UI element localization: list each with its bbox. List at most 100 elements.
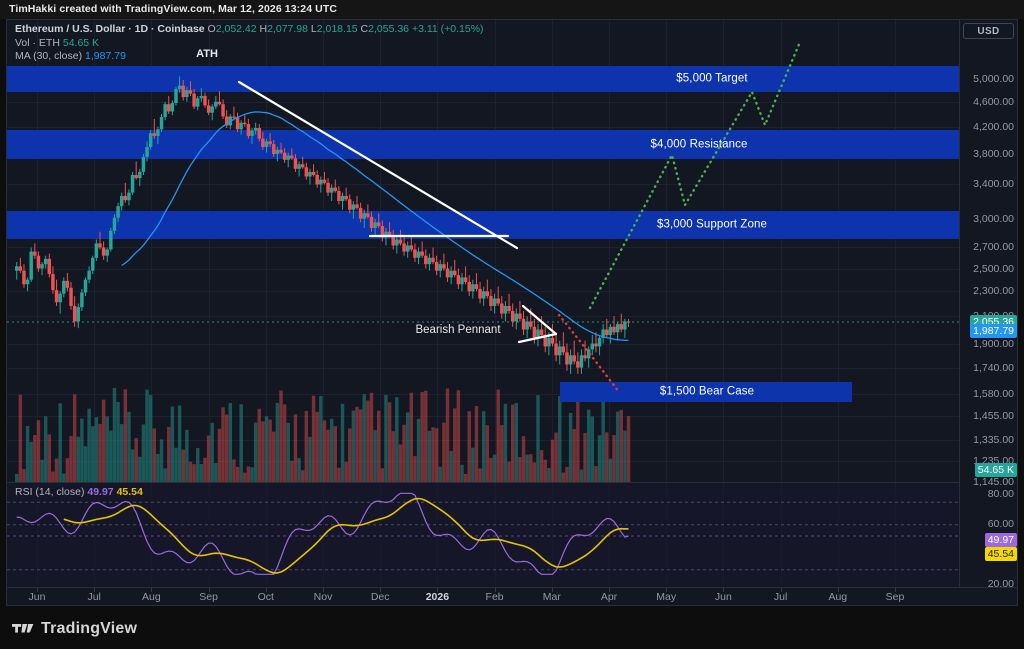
time-axis-label: Jul: [773, 591, 788, 603]
price-tick-label: 4,600.00: [973, 95, 1014, 108]
time-axis-label: Aug: [828, 591, 848, 603]
time-axis-tick: [609, 588, 610, 592]
candlestick-series: [7, 76, 959, 374]
time-axis-label: Aug: [142, 591, 161, 603]
price-tick-label: 1,740.00: [973, 361, 1014, 374]
rsi-tick-label: 80.00: [987, 488, 1014, 500]
legend-volume-title[interactable]: Vol · ETH: [15, 36, 60, 49]
time-axis-label: Mar: [542, 591, 561, 603]
legend-close-value: 2,055.36: [368, 23, 410, 35]
price-zone-band[interactable]: [7, 66, 959, 92]
grid-line-vertical: [380, 20, 381, 587]
grid-line-horizontal: [7, 127, 959, 128]
grid-line-vertical: [609, 20, 610, 587]
legend-volume-value: 54.65 K: [62, 36, 100, 49]
legend-close-key: C: [360, 23, 369, 35]
rsi-tick-label: 60.00: [987, 518, 1014, 530]
legend-high-key: H: [259, 23, 268, 35]
grid-line-horizontal: [7, 416, 959, 417]
rsi-legend-value-a: 49.97: [87, 486, 114, 498]
time-axis-label: Dec: [370, 591, 390, 603]
time-axis-label: Jun: [28, 591, 46, 603]
time-axis-tick: [781, 588, 782, 592]
price-tick-label: 1,900.00: [973, 337, 1014, 350]
time-axis-tick: [895, 588, 896, 592]
price-scale-tag: 1,987.79: [970, 324, 1017, 339]
grid-line-horizontal: [7, 247, 959, 248]
price-zone-band[interactable]: [7, 211, 959, 239]
price-tick-label: 5,000.00: [973, 73, 1014, 85]
rsi-legend-title[interactable]: RSI (14, close): [15, 486, 85, 498]
chart-legend: Ethereum / U.S. Dollar · 1D · Coinbase O…: [15, 23, 484, 64]
price-zone-band[interactable]: [560, 382, 852, 402]
legend-ma-title[interactable]: MA (30, close): [15, 50, 83, 62]
tradingview-logo[interactable]: TradingView: [12, 620, 137, 638]
grid-line-vertical: [151, 20, 152, 587]
grid-line-vertical: [723, 20, 724, 587]
rsi-indicator-pane: [7, 492, 959, 575]
legend-open-key: O: [207, 23, 216, 35]
time-axis-label: May: [656, 591, 677, 603]
time-axis-label: Jul: [87, 591, 101, 603]
price-zone-label: $5,000 Target: [676, 72, 748, 85]
price-tick-label: 3,000.00: [973, 212, 1014, 225]
rsi-legend: RSI (14, close) 49.97 45.54: [15, 486, 143, 498]
price-zone-label: $3,000 Support Zone: [657, 218, 767, 231]
currency-unit-button[interactable]: USD: [963, 23, 1014, 39]
grid-line-horizontal: [7, 461, 959, 462]
grid-line-vertical: [266, 20, 267, 587]
grid-line-horizontal: [7, 368, 959, 369]
price-tick-label: 4,200.00: [973, 120, 1014, 133]
price-tick-label: 2,700.00: [973, 241, 1014, 254]
tradingview-mark-icon: [12, 623, 34, 633]
price-scale-tag: 49.97: [984, 533, 1017, 547]
chart-frame: $5,000 Target $4,000 Resistance $3,000 Sup…: [6, 19, 1018, 606]
legend-low-key: L: [310, 23, 317, 35]
grid-line-horizontal: [7, 394, 959, 395]
grid-line-vertical: [895, 20, 896, 587]
grid-line-vertical: [94, 20, 95, 587]
price-scale-tag: 54.65 K: [974, 463, 1017, 477]
time-axis-label: 2026: [425, 591, 450, 603]
price-zone-band[interactable]: [7, 130, 959, 159]
price-tick-label: 1,145.00: [973, 476, 1014, 488]
legend-symbol[interactable]: Ethereum / U.S. Dollar · 1D · Coinbase: [15, 23, 205, 35]
time-axis[interactable]: Jun Jul Aug Sep Oct Nov Dec 2026 Feb Mar Apr May Jun…: [7, 587, 1017, 605]
time-axis-tick: [437, 588, 438, 592]
legend-ma-row: MA (30, close) 1,987.79: [15, 50, 484, 64]
time-axis-tick: [495, 588, 496, 592]
legend-ma-value: 1,987.79: [85, 50, 126, 62]
chart-plot-area[interactable]: $5,000 Target $4,000 Resistance $3,000 Sup…: [7, 20, 959, 587]
volume-histogram: [15, 388, 631, 482]
time-axis-tick: [723, 588, 724, 592]
time-axis-tick: [552, 588, 553, 592]
pane-separator: [7, 482, 959, 483]
grid-line-horizontal: [7, 316, 959, 317]
grid-line-vertical: [437, 20, 438, 587]
grid-line-horizontal: [7, 440, 959, 441]
attribution-bar: TimHakki created with TradingView.com, M…: [0, 0, 1024, 19]
legend-high-value: 2,077.98: [267, 23, 308, 35]
price-tick-label: 2,500.00: [973, 262, 1014, 275]
price-tick-label: 1,580.00: [973, 387, 1014, 400]
time-axis-tick: [666, 588, 667, 592]
legend-open-value: 2,052.42: [215, 23, 257, 35]
rsi-tick-label: 20.00: [987, 578, 1014, 587]
drawing-tools-layer[interactable]: [7, 20, 959, 587]
time-axis-label: Apr: [600, 591, 618, 603]
price-scale[interactable]: USD 5,000.00 4,600.00 4,200.00 3,800.00 3,40…: [959, 20, 1017, 587]
rsi-legend-value-b: 45.54: [116, 486, 143, 498]
price-tick-label: 3,400.00: [973, 178, 1014, 191]
time-axis-tick: [94, 588, 95, 592]
grid-line-vertical: [838, 20, 839, 587]
grid-line-vertical: [37, 20, 38, 587]
time-axis-tick: [266, 588, 267, 592]
price-tick-label: 1,455.00: [973, 410, 1014, 423]
legend-change: +3.11 (+0.15%): [411, 23, 484, 35]
footer-bar: TradingView: [0, 606, 1024, 649]
price-tick-label: 3,800.00: [973, 148, 1014, 161]
grid-line-vertical: [209, 20, 210, 587]
legend-volume-row: Vol · ETH 54.65 K: [15, 37, 484, 51]
time-axis-tick: [323, 588, 324, 592]
time-axis-label: Nov: [313, 591, 333, 603]
